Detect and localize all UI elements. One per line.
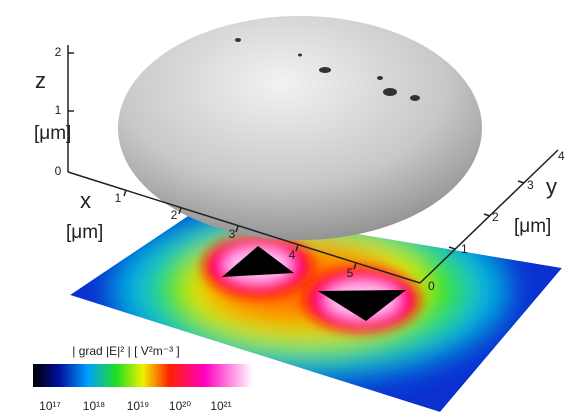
x-label: x — [80, 188, 91, 213]
colorbar-tick: 10²⁰ — [169, 399, 191, 413]
y-label: y — [546, 174, 557, 199]
x-unit: [μm] — [66, 222, 103, 243]
z-tick: 0 — [55, 164, 62, 178]
x-tick: 2 — [171, 208, 178, 222]
z-label: z — [35, 68, 46, 93]
y-unit: [μm] — [514, 216, 551, 237]
y-tick: 1 — [461, 242, 468, 256]
x-tick: 0 — [428, 279, 435, 293]
colorbar-tick: 10¹⁹ — [127, 399, 149, 413]
x-tick: 4 — [289, 248, 296, 262]
colorbar-tick: 10¹⁷ — [39, 399, 61, 413]
z-unit: [μm] — [34, 123, 71, 144]
colorbar-tick: 10¹⁸ — [83, 399, 105, 413]
y-tick: 4 — [558, 149, 565, 163]
colorbar-label: | grad |E|² | [ V²m⁻³ ] — [72, 344, 179, 358]
colorbar-tick: 10²¹ — [210, 399, 231, 413]
x-tick: 5 — [347, 266, 354, 280]
x-tick: 3 — [229, 227, 236, 241]
figure: z [μm] 0 1 2 x [μm] 0 1 2 3 4 5 y [μm] 1… — [0, 0, 566, 420]
colorbar — [33, 364, 253, 387]
particle — [118, 16, 482, 240]
z-tick: 2 — [55, 45, 62, 59]
z-tick: 1 — [55, 103, 62, 117]
y-tick: 2 — [492, 210, 499, 224]
y-tick: 3 — [527, 178, 534, 192]
x-tick: 1 — [115, 191, 122, 205]
